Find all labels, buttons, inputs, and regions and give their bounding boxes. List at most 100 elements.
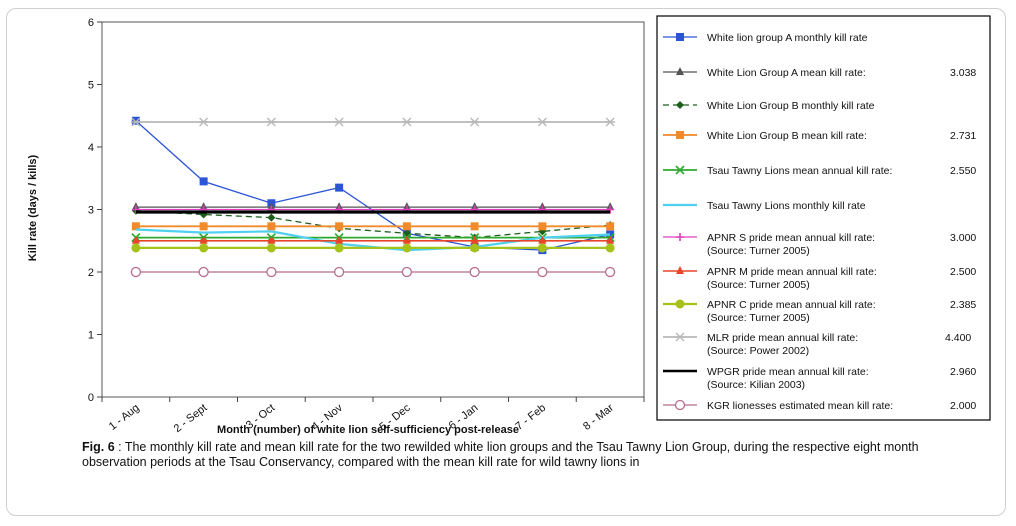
data-point [401,266,413,278]
data-point [199,177,208,186]
data-point [131,235,140,244]
data-point [198,117,209,127]
data-point [604,266,616,278]
legend-label: WPGR pride mean annual kill rate: [707,366,869,378]
data-point [131,116,140,125]
legend-value: 2.960 [950,366,976,378]
x-tick-label: 1 - Aug [107,402,142,433]
legend-item: White Lion Group A mean kill rate: 3.038 [663,67,976,79]
series-9 [130,117,616,127]
data-point [606,222,615,231]
legend-label: White Lion Group B monthly kill rate [707,100,875,112]
data-point [130,266,142,278]
series-3 [131,222,615,231]
data-point [198,266,209,278]
legend-marker [676,101,684,109]
data-point [537,117,548,127]
legend-item: Tsau Tawny Lions monthly kill rate [663,200,866,212]
legend-source: (Source: Turner 2005) [707,245,810,257]
y-axis: 0 1 2 3 4 5 6 [88,17,102,404]
legend-item: White Lion Group B mean kill rate: 2.731 [663,130,976,142]
data-point [199,222,208,231]
legend-label: MLR pride mean annual kill rate: [707,332,858,344]
data-point [470,222,479,231]
data-point [131,243,141,253]
y-tick-label: 3 [88,205,94,217]
data-point [605,243,615,253]
data-point [402,243,412,253]
legend-item: White lion group A monthly kill rate [663,32,868,44]
data-point [267,222,276,231]
data-point [606,230,615,239]
y-tick-label: 1 [88,330,94,342]
data-point [130,117,141,127]
data-point [469,266,480,278]
legend-marker [675,332,685,342]
legend-item: KGR lionesses estimated mean kill rate: 2… [663,399,976,412]
data-point [335,235,344,244]
legend-box [656,15,991,421]
series-7 [131,235,615,244]
legend-source: (Source: Turner 2005) [707,312,810,324]
legend-item: Tsau Tawny Lions mean annual kill rate: 2… [663,165,976,177]
y-tick-label: 2 [88,267,94,279]
legend-marker [676,266,684,274]
series-8 [131,243,615,253]
legend-label: White lion group A monthly kill rate [707,32,868,44]
legend-marker [676,131,684,139]
data-point [335,222,344,231]
data-point [199,243,209,253]
y-axis-label: Kill rate (days / kills) [27,154,39,261]
legend-marker [674,399,686,411]
y-tick-label: 0 [88,392,94,404]
data-point [401,117,412,127]
data-point [470,243,480,253]
legend-value: 2.731 [950,130,976,142]
legend-marker [675,165,685,175]
legend-marker [676,67,684,75]
y-tick-label: 6 [88,17,94,29]
data-point [537,266,548,278]
x-tick-label: 2 - Sept [172,402,210,435]
legend-value: 2.385 [950,299,976,311]
data-point [267,213,276,222]
data-point [267,235,276,244]
legend-label: White Lion Group B mean kill rate: [707,130,867,142]
legend-label: APNR C pride mean annual kill rate: [707,299,876,311]
series-layer [130,116,616,278]
data-point [605,117,616,127]
legend-source: (Source: Turner 2005) [707,279,810,291]
legend-item: APNR C pride mean annual kill rate: 2.385… [663,299,976,324]
data-point [131,222,140,231]
data-point [537,243,547,253]
legend-label: Tsau Tawny Lions mean annual kill rate: [707,165,892,177]
y-tick-label: 4 [88,142,94,154]
figure-caption-label: Fig. 6 [82,440,115,454]
legend-value: 2.550 [950,165,976,177]
legend-item: White Lion Group B monthly kill rate [663,100,875,112]
data-point [402,235,411,244]
legend-marker [676,233,684,241]
data-point [266,243,276,253]
legend-value: 2.500 [950,266,976,278]
data-point [333,266,345,278]
legend-marker [675,299,685,309]
legend-value: 3.038 [950,67,976,79]
legend-item: APNR S pride mean annual kill rate: 3.000… [663,232,976,257]
legend-value: 4.400 [945,332,971,344]
data-point [266,117,277,127]
data-point [199,235,208,244]
x-axis-label: Month (number) of white lion self-suffic… [217,424,519,436]
legend-label: White Lion Group A mean kill rate: [707,67,866,79]
legend-label: APNR M pride mean annual kill rate: [707,266,877,278]
legend-marker [676,33,684,41]
data-point [334,243,344,253]
data-point [470,235,479,244]
y-tick-label: 5 [88,80,94,92]
data-point [334,117,345,127]
figure-caption: Fig. 6 : The monthly kill rate and mean … [82,440,942,470]
series-11 [130,266,616,278]
data-point [538,222,547,231]
legend-item: APNR M pride mean annual kill rate: 2.500… [663,266,976,291]
